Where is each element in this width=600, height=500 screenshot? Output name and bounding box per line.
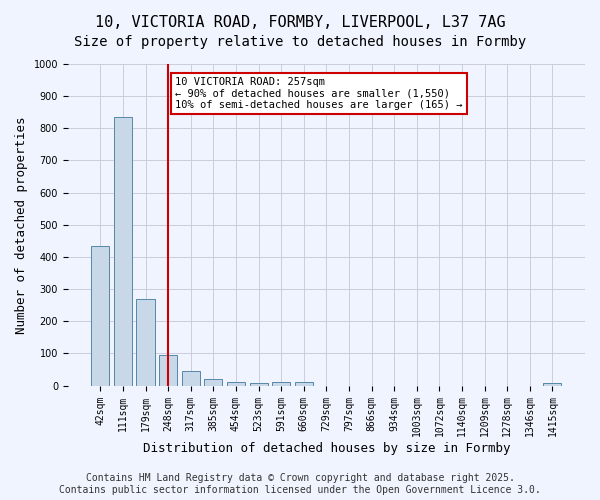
Bar bbox=[272, 382, 290, 386]
Bar bbox=[91, 246, 109, 386]
Text: 10 VICTORIA ROAD: 257sqm
← 90% of detached houses are smaller (1,550)
10% of sem: 10 VICTORIA ROAD: 257sqm ← 90% of detach… bbox=[175, 77, 463, 110]
Text: Contains HM Land Registry data © Crown copyright and database right 2025.
Contai: Contains HM Land Registry data © Crown c… bbox=[59, 474, 541, 495]
Text: Size of property relative to detached houses in Formby: Size of property relative to detached ho… bbox=[74, 35, 526, 49]
Bar bbox=[295, 382, 313, 386]
Bar bbox=[544, 383, 562, 386]
Bar bbox=[159, 355, 177, 386]
Bar bbox=[136, 299, 155, 386]
Bar bbox=[250, 383, 268, 386]
Bar bbox=[227, 382, 245, 386]
Bar bbox=[182, 371, 200, 386]
Y-axis label: Number of detached properties: Number of detached properties bbox=[15, 116, 28, 334]
Text: 10, VICTORIA ROAD, FORMBY, LIVERPOOL, L37 7AG: 10, VICTORIA ROAD, FORMBY, LIVERPOOL, L3… bbox=[95, 15, 505, 30]
X-axis label: Distribution of detached houses by size in Formby: Distribution of detached houses by size … bbox=[143, 442, 510, 455]
Bar bbox=[114, 117, 132, 386]
Bar bbox=[205, 379, 223, 386]
